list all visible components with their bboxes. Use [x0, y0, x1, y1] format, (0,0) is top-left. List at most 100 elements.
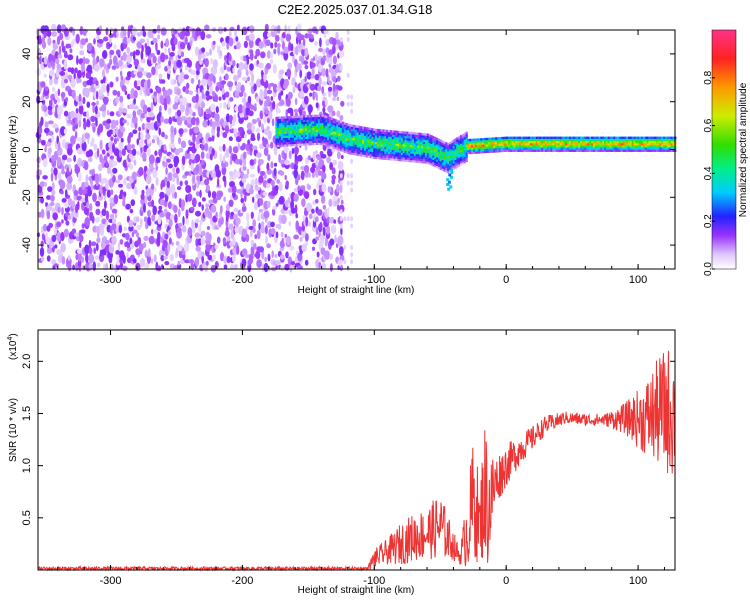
spectrogram-cell — [317, 121, 321, 124]
spectrogram-cell — [46, 246, 53, 255]
spectrogram-cell — [94, 255, 100, 260]
spectrogram-cell — [303, 139, 306, 142]
spectrogram-cell — [408, 142, 411, 145]
spectrogram-cell — [132, 258, 137, 264]
spectrogram-cell — [331, 167, 336, 175]
spectrogram-cell — [404, 148, 407, 152]
spectrogram-cell — [184, 64, 188, 71]
spectrogram-cell — [285, 97, 291, 107]
spectrogram-cell — [412, 153, 415, 156]
spectrogram-cell — [351, 133, 354, 136]
spectrogram-cell — [591, 140, 594, 144]
spectrogram-cell — [343, 150, 346, 153]
spectrogram-cell — [635, 138, 638, 142]
spectrogram-cell — [170, 183, 176, 194]
spectrogram-cell — [275, 129, 278, 133]
spectrogram-cell — [226, 66, 231, 72]
spectrogram-cell — [151, 199, 155, 208]
spectrogram-cell — [277, 133, 280, 137]
spectrogram-cell — [404, 146, 407, 149]
spectrogram-cell — [66, 157, 73, 163]
spectrogram-cell — [274, 185, 279, 191]
spectrogram-cell — [543, 147, 546, 150]
spectrogram-cell — [580, 138, 583, 142]
spectrogram-cell — [360, 139, 363, 142]
spectrogram-cell — [373, 154, 376, 157]
spectrogram-cell — [306, 136, 309, 139]
spectrogram-cell — [354, 131, 357, 134]
spectrogram-cell — [56, 249, 62, 256]
spectrogram-cell — [83, 161, 89, 171]
spectrogram-cell — [388, 134, 391, 137]
spectrogram-cell — [219, 153, 223, 163]
colorbar-tick-label: 0.4 — [703, 166, 714, 180]
spectrogram-cell — [36, 169, 42, 176]
spectrogram-cell — [226, 235, 231, 242]
spectrogram-cell — [252, 219, 256, 228]
spectrogram-cell — [46, 255, 51, 262]
spectrogram-cell — [149, 88, 153, 94]
spectrogram-cell — [59, 180, 66, 190]
spectrogram-cell — [126, 143, 132, 150]
spectrogram-cell — [289, 245, 295, 251]
spectrogram-cell — [400, 150, 404, 153]
spectrogram-cell — [256, 60, 260, 65]
spectrogram-cell — [308, 130, 311, 133]
spectrogram-cell — [140, 132, 144, 140]
spectrogram-cell — [350, 223, 354, 229]
spectrogram-cell — [356, 153, 359, 156]
spectrogram-cell — [419, 134, 422, 138]
spectrogram-cell — [347, 147, 350, 150]
spectrogram-cell — [563, 147, 566, 150]
spectrogram-cell — [373, 135, 376, 138]
spectrogram-cell — [316, 121, 319, 124]
spectrogram-cell — [277, 129, 280, 132]
spectrogram-cell — [341, 128, 345, 131]
spectrogram-cell — [115, 250, 121, 255]
spectrogram-cell — [299, 126, 302, 129]
spectrogram-cell — [325, 130, 328, 134]
spectrogram-cell — [143, 235, 149, 241]
spectrogram-cell — [522, 143, 525, 146]
spectrogram-cell — [246, 57, 250, 65]
spectrogram-cell — [299, 236, 303, 242]
spectrogram-cell — [41, 36, 45, 43]
spectrogram-cell — [163, 118, 170, 124]
spectrogram-cell — [159, 95, 165, 105]
spectrogram-cell — [519, 140, 522, 144]
spectrogram-cell — [439, 167, 442, 170]
spectrogram-cell — [559, 140, 562, 144]
spectrogram-cell — [288, 221, 292, 227]
spectrogram-cell — [352, 146, 356, 149]
x-tick-label: 100 — [629, 274, 647, 286]
spectrogram-cell — [236, 245, 240, 255]
spectrogram-cell — [284, 144, 287, 147]
spectrogram-cell — [242, 157, 247, 167]
spectrogram-cell — [404, 159, 407, 162]
spectrogram-cell — [618, 147, 621, 150]
spectrogram-cell — [260, 226, 266, 234]
spectrogram-cell — [463, 150, 466, 153]
spectrogram-cell — [303, 134, 306, 138]
spectrogram-cell — [346, 180, 350, 186]
spectrogram-cell — [259, 110, 264, 120]
spectrogram-cell — [153, 186, 157, 193]
spectrogram-cell — [339, 183, 343, 194]
spectrogram-cell — [670, 143, 673, 146]
spectrogram-cell — [164, 47, 167, 55]
spectrogram-cell — [365, 131, 369, 134]
spectrogram-cell — [339, 65, 343, 71]
spectrogram-cell — [290, 139, 293, 143]
spectrogram-cell — [240, 84, 245, 94]
spectrogram-cell — [166, 180, 170, 189]
spectrogram-cell — [270, 179, 275, 187]
spectrogram-cell — [611, 140, 614, 144]
spectrogram-cell — [183, 243, 190, 252]
spectrogram-cell — [400, 144, 404, 147]
spectrogram-cell — [618, 143, 621, 146]
spectrogram-cell — [106, 189, 111, 198]
spectrogram-cell — [316, 116, 319, 120]
spectrogram-cell — [41, 139, 46, 146]
spectrogram-cell — [151, 66, 156, 76]
spectrogram-cell — [301, 198, 306, 208]
